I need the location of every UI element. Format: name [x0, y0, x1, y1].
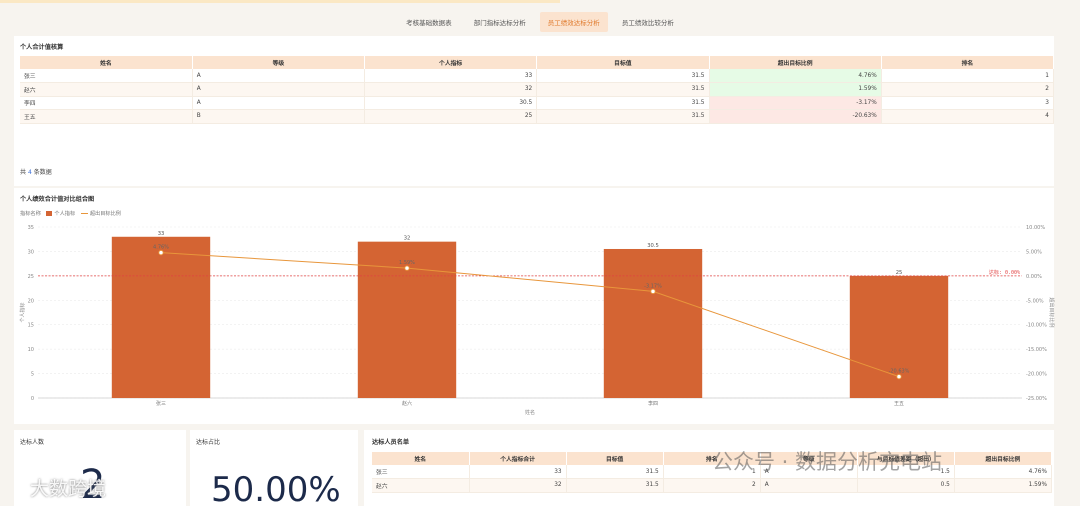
cell-target: 31.5 — [536, 69, 710, 83]
roster-panel: 达标人员名单 姓名 个人指标合计 目标值 排名 等级 与目标值差距（超出） 超出… — [364, 430, 1054, 506]
table-row[interactable]: 李四 A 30.5 31.5 -3.17% 3 — [20, 96, 1055, 110]
cell-grade: A — [192, 96, 366, 110]
chart-panel — [14, 188, 1054, 424]
cell-target: 31.5 — [536, 96, 710, 110]
cell-exceed-ratio: 4.76% — [709, 69, 882, 83]
cell-ratio: 4.76% — [954, 465, 1053, 479]
tab-employee-compare[interactable]: 员工绩效比较分析 — [621, 19, 674, 27]
cell-rank: 3 — [881, 96, 1055, 110]
chart-legend: 指标名称 个人指标 超出目标比例 — [20, 210, 121, 217]
roster-col-ratio[interactable]: 超出目标比例 — [954, 452, 1053, 465]
col-indicator[interactable]: 个人指标 — [364, 56, 538, 69]
cell-exceed-ratio: -3.17% — [709, 96, 882, 110]
cell-target: 31.5 — [536, 82, 710, 97]
kpi-ratio-title: 达标占比 — [196, 439, 221, 446]
legend-line-swatch — [80, 213, 88, 214]
cell-indicator: 30.5 — [364, 96, 538, 110]
col-target[interactable]: 目标值 — [536, 56, 710, 69]
col-exceed-ratio[interactable]: 超出目标比例 — [709, 56, 882, 69]
roster-col-target[interactable]: 目标值 — [566, 452, 664, 465]
top-accent-bar — [0, 0, 560, 3]
kpi-count-title: 达标人数 — [20, 439, 45, 446]
cell-indicator: 25 — [364, 109, 538, 124]
cell-name: 张三 — [372, 465, 470, 479]
legend-line-label[interactable]: 超出目标比例 — [89, 211, 121, 217]
cell-indicator: 33 — [364, 69, 538, 83]
summary-table: 姓名 等级 个人指标 目标值 超出目标比例 排名 张三 A 33 31.5 4.… — [20, 56, 1055, 124]
watermark-right: 公众号 · 数据分析充电站 — [712, 450, 943, 474]
roster-col-gap[interactable]: 与目标值差距（超出） — [857, 452, 955, 465]
cell-target: 31.5 — [566, 465, 664, 479]
cell-indicator: 32 — [364, 82, 538, 97]
summary-table-wrap: 姓名 等级 个人指标 目标值 超出目标比例 排名 张三 A 33 31.5 4.… — [20, 56, 1055, 124]
tab-bar: 考核基础数据表 部门指标达标分析 员工绩效达标分析 员工绩效比较分析 — [0, 12, 1080, 32]
legend-bar-label[interactable]: 个人指标 — [54, 211, 76, 217]
table-row[interactable]: 王五 B 25 31.5 -20.63% 4 — [20, 109, 1055, 124]
cell-gap: 1.5 — [857, 465, 955, 479]
cell-name: 王五 — [20, 109, 193, 124]
cell-rank: 2 — [663, 478, 761, 493]
cell-total: 33 — [469, 465, 567, 479]
cell-grade: A — [760, 478, 858, 493]
roster-table-wrap: 姓名 个人指标合计 目标值 排名 等级 与目标值差距（超出） 超出目标比例 张三… — [372, 452, 1053, 493]
cell-rank: 2 — [881, 82, 1055, 97]
cell-target: 31.5 — [536, 109, 710, 124]
kpi-panel-count — [14, 430, 186, 506]
col-grade[interactable]: 等级 — [192, 56, 366, 69]
cell-gap: 0.5 — [857, 478, 955, 493]
table-row[interactable]: 赵六 A 32 31.5 1.59% 2 — [20, 82, 1055, 97]
row-count-suffix: 条数据 — [33, 169, 52, 176]
legend-bar-swatch — [46, 211, 53, 216]
cell-grade: B — [192, 109, 366, 124]
cell-name: 张三 — [20, 69, 193, 83]
roster-col-name[interactable]: 姓名 — [372, 452, 470, 465]
cell-exceed-ratio: 1.59% — [709, 82, 882, 97]
cell-grade: A — [192, 69, 366, 83]
summary-title: 个人合计值核算 — [20, 44, 64, 51]
roster-col-grade[interactable]: 等级 — [760, 452, 858, 465]
table-row[interactable]: 张三 A 33 31.5 4.76% 1 — [20, 69, 1055, 83]
roster-title: 达标人员名单 — [372, 439, 410, 446]
cell-grade: A — [760, 465, 858, 479]
kpi-ratio-value: 50.00% — [211, 470, 341, 506]
cell-name: 李四 — [20, 96, 193, 110]
cell-target: 31.5 — [566, 478, 664, 493]
legend-title: 指标名称 — [20, 211, 41, 217]
row-count-prefix: 共 — [20, 169, 27, 176]
tab-employee-analysis[interactable]: 员工绩效达标分析 — [539, 12, 608, 32]
chart-title: 个人绩效合计值对比组合图 — [20, 196, 95, 203]
col-name[interactable]: 姓名 — [20, 56, 193, 69]
row-count: 共 4 条数据 — [20, 167, 52, 176]
row-count-value: 4 — [27, 169, 32, 176]
cell-name: 赵六 — [20, 82, 193, 97]
kpi-panel-ratio — [190, 430, 358, 506]
roster-col-rank[interactable]: 排名 — [663, 452, 761, 465]
cell-rank: 1 — [881, 69, 1055, 83]
summary-panel: 个人合计值核算 姓名 等级 个人指标 目标值 超出目标比例 排名 张三 A 33… — [14, 36, 1055, 186]
col-rank[interactable]: 排名 — [881, 56, 1055, 69]
cell-name: 赵六 — [372, 478, 470, 493]
cell-grade: A — [192, 82, 366, 97]
kpi-count-value: 2 — [80, 462, 106, 506]
table-row[interactable]: 赵六 32 31.5 2 A 0.5 1.59% — [372, 478, 1053, 493]
table-row[interactable]: 张三 33 31.5 1 A 1.5 4.76% — [372, 465, 1053, 479]
tab-dept-analysis[interactable]: 部门指标达标分析 — [473, 19, 526, 27]
roster-col-total[interactable]: 个人指标合计 — [469, 452, 567, 465]
cell-total: 32 — [469, 478, 567, 493]
roster-table: 姓名 个人指标合计 目标值 排名 等级 与目标值差距（超出） 超出目标比例 张三… — [372, 452, 1053, 493]
tab-basic-data[interactable]: 考核基础数据表 — [406, 19, 452, 27]
cell-rank: 1 — [663, 465, 761, 479]
watermark-left: 大数跨境 — [30, 478, 107, 500]
cell-ratio: 1.59% — [954, 478, 1053, 493]
cell-exceed-ratio: -20.63% — [709, 109, 882, 124]
cell-rank: 4 — [881, 109, 1055, 124]
